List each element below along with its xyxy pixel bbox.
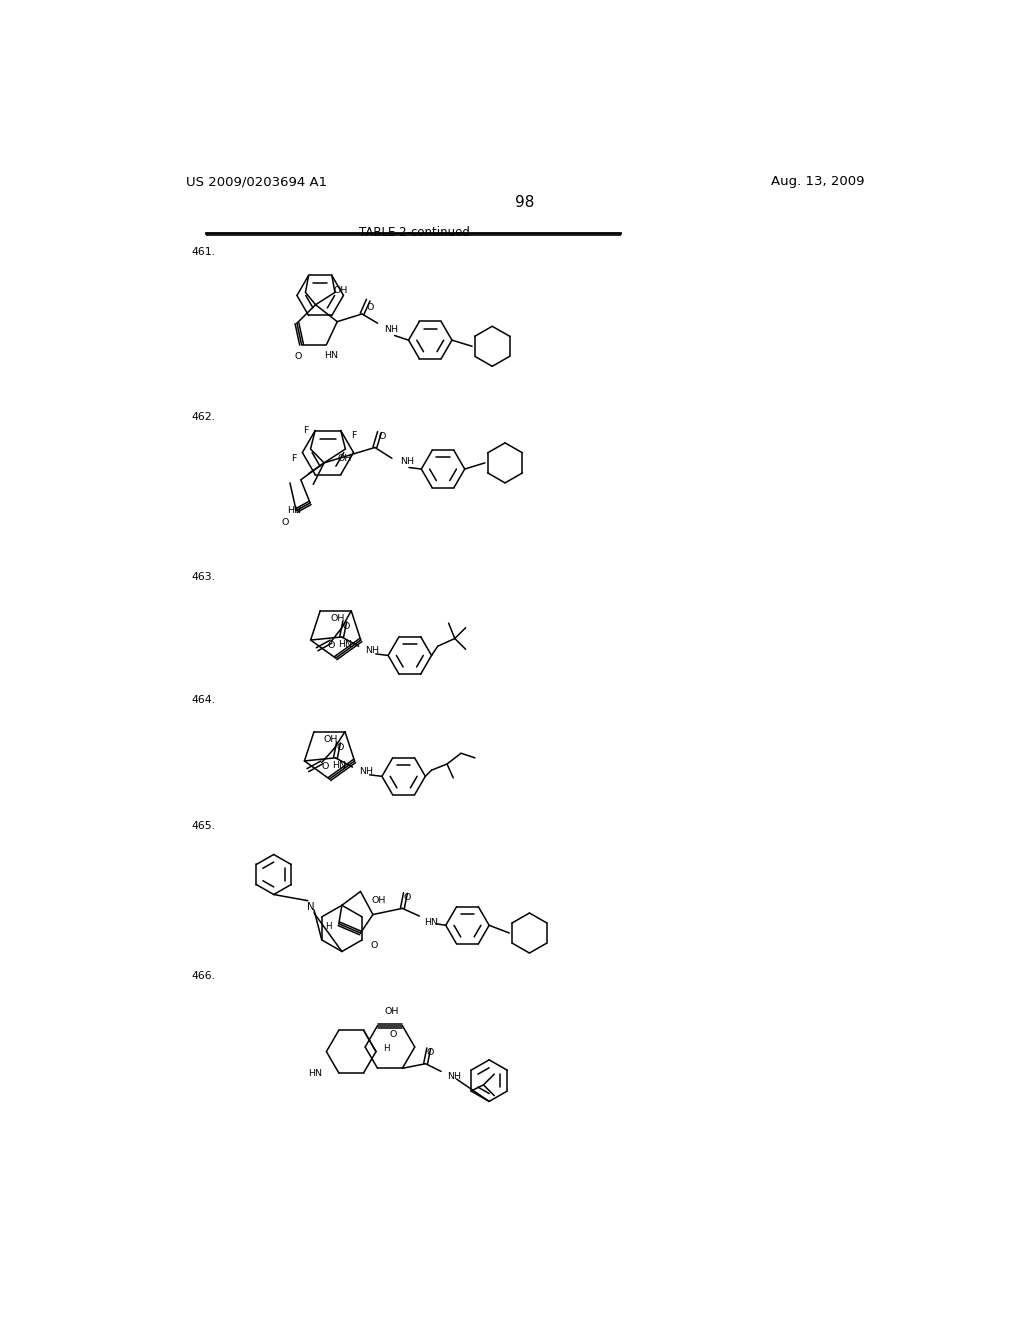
- Text: Aug. 13, 2009: Aug. 13, 2009: [771, 176, 864, 189]
- Text: H: H: [325, 923, 331, 932]
- Text: TABLE 2-continued: TABLE 2-continued: [359, 226, 470, 239]
- Text: O: O: [337, 743, 344, 751]
- Text: O: O: [403, 894, 411, 902]
- Text: O: O: [343, 622, 350, 631]
- Text: 465.: 465.: [191, 821, 215, 830]
- Text: HN: HN: [324, 351, 338, 360]
- Text: OH: OH: [330, 614, 344, 623]
- Text: US 2009/0203694 A1: US 2009/0203694 A1: [186, 176, 328, 189]
- Text: O: O: [427, 1048, 434, 1057]
- Text: OH: OH: [324, 735, 338, 744]
- Text: O: O: [367, 304, 374, 313]
- Text: HN: HN: [424, 917, 438, 927]
- Text: HN: HN: [332, 762, 346, 770]
- Text: O: O: [294, 352, 301, 360]
- Text: O: O: [282, 519, 289, 528]
- Text: HN: HN: [338, 640, 352, 649]
- Text: NH: NH: [365, 647, 379, 655]
- Text: NH: NH: [399, 457, 414, 466]
- Text: OH: OH: [384, 1007, 398, 1016]
- Text: 463.: 463.: [191, 572, 215, 582]
- Text: O: O: [389, 1031, 396, 1039]
- Text: N: N: [307, 902, 314, 912]
- Text: 462.: 462.: [191, 412, 215, 422]
- Text: F: F: [351, 432, 357, 440]
- Text: O: O: [322, 762, 329, 771]
- Text: F: F: [303, 426, 309, 436]
- Text: 464.: 464.: [191, 696, 215, 705]
- Text: OH: OH: [337, 454, 351, 463]
- Text: NH: NH: [358, 767, 373, 776]
- Text: 98: 98: [515, 195, 535, 210]
- Text: NH: NH: [384, 325, 397, 334]
- Text: O: O: [371, 941, 378, 950]
- Text: O: O: [328, 642, 335, 651]
- Text: 461.: 461.: [191, 247, 215, 257]
- Text: O: O: [379, 432, 386, 441]
- Text: F: F: [291, 454, 297, 463]
- Text: HN: HN: [308, 1069, 323, 1077]
- Text: OH: OH: [372, 896, 386, 906]
- Text: OH: OH: [333, 286, 347, 296]
- Text: H: H: [384, 1044, 390, 1053]
- Text: NH: NH: [447, 1072, 461, 1081]
- Text: HN: HN: [288, 506, 302, 515]
- Text: 466.: 466.: [191, 970, 215, 981]
